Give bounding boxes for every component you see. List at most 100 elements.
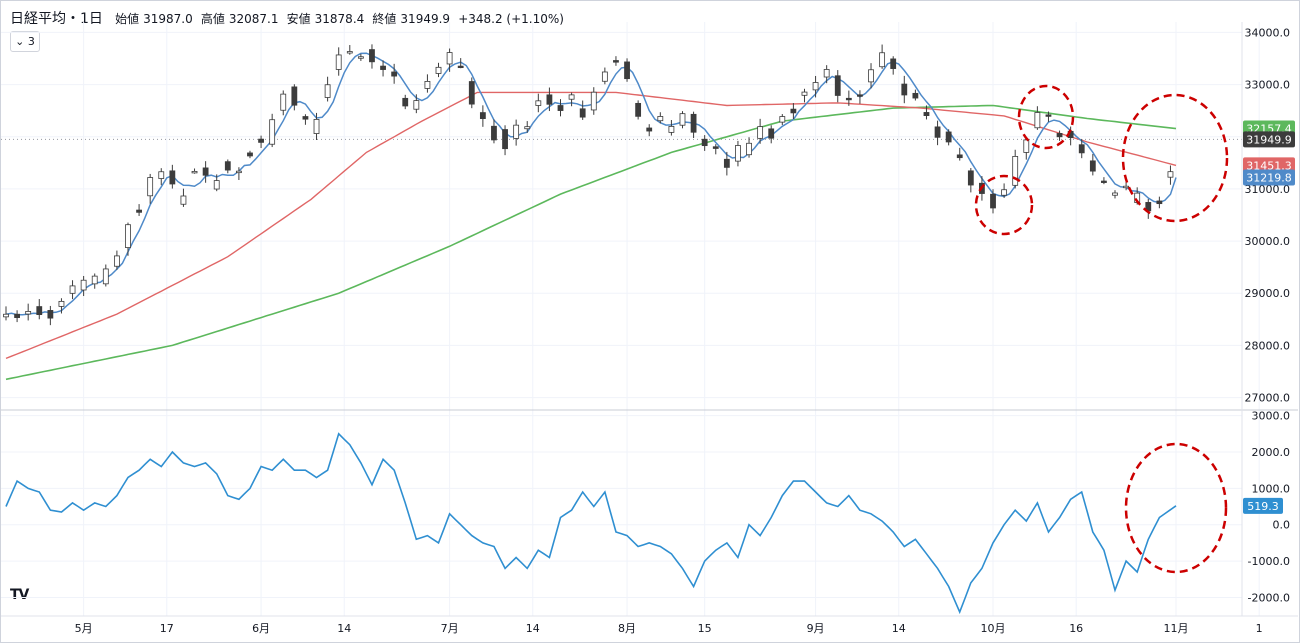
candle-body xyxy=(1167,171,1174,178)
candle-body xyxy=(757,126,764,139)
candle-body xyxy=(102,268,109,285)
annotations xyxy=(974,84,1229,574)
candle-body xyxy=(25,311,32,315)
time-tick-label: 9月 xyxy=(807,622,825,635)
candle-body xyxy=(14,313,20,318)
candle-body xyxy=(158,171,165,179)
low-label: 安値 xyxy=(286,12,311,26)
indicator-count: 3 xyxy=(27,35,35,48)
candle-body xyxy=(535,100,542,106)
candle-body xyxy=(701,138,708,147)
time-tick-label: 5月 xyxy=(75,622,93,635)
change-value: +348.2 (+1.10%) xyxy=(458,12,564,26)
candle-body xyxy=(568,94,575,100)
candle-body xyxy=(291,86,298,106)
candle-body xyxy=(91,275,98,285)
candle-body xyxy=(823,69,830,78)
candle-body xyxy=(1112,192,1118,196)
candle-body xyxy=(635,102,642,117)
low-value: 31878.4 xyxy=(314,12,365,26)
candle-body xyxy=(923,112,930,116)
candle-body xyxy=(1123,185,1129,189)
price-label-box xyxy=(1243,169,1295,186)
price-tick-label: 28000.0 xyxy=(1245,339,1291,352)
candle-body xyxy=(435,66,442,74)
candle-body xyxy=(945,131,952,143)
ma-mid-line xyxy=(5,91,1177,360)
time-tick-label: 15 xyxy=(698,622,712,635)
candle-body xyxy=(557,105,564,111)
candle-body xyxy=(1001,189,1008,196)
candle-body xyxy=(868,69,874,83)
open-value: 31987.0 xyxy=(143,12,193,26)
candle-body xyxy=(413,100,420,110)
candle-body xyxy=(768,128,775,139)
price-tick-label: 30000.0 xyxy=(1245,235,1291,248)
candle-body xyxy=(269,119,276,145)
chevron-down-icon: ⌄ xyxy=(15,35,25,48)
time-tick-label: 7月 xyxy=(441,622,459,635)
time-axis: 5月 17 6月 14 7月 14 8月 15 9月 14 10月 16 11月 1 xyxy=(75,622,1263,635)
oscillator-tick-label: 1000.0 xyxy=(1252,482,1291,495)
annotation-circle xyxy=(1124,442,1228,574)
ma-long-line xyxy=(5,104,1177,381)
candle-body xyxy=(723,158,730,168)
price-tick-label: 31000.0 xyxy=(1245,183,1291,196)
candle-body xyxy=(834,75,841,96)
candle-body xyxy=(47,310,54,319)
oscillator-tick-label: 3000.0 xyxy=(1252,410,1291,423)
oscillator-line xyxy=(5,432,1177,615)
candle-body xyxy=(69,285,76,294)
candle-body xyxy=(746,142,752,156)
candle-body xyxy=(967,170,974,186)
symbol-title[interactable]: 日経平均・1日 xyxy=(10,11,103,27)
candle-body xyxy=(136,209,142,213)
candle-body xyxy=(391,71,398,77)
candle-body xyxy=(446,52,453,65)
candle-body xyxy=(1078,144,1085,154)
candle-body xyxy=(990,193,996,209)
close-value: 31949.9 xyxy=(400,12,451,26)
candle-body xyxy=(247,152,253,157)
candle-body xyxy=(1101,180,1107,183)
indicator-collapse-button[interactable]: ⌄ 3 xyxy=(10,31,40,52)
candle-body xyxy=(712,146,719,149)
candle-body xyxy=(1056,133,1063,138)
candle-body xyxy=(479,112,486,119)
candle-body xyxy=(380,65,386,70)
candle-body xyxy=(58,300,65,307)
time-tick-label: 10月 xyxy=(981,622,1006,635)
candle-body xyxy=(956,154,963,159)
candle-body xyxy=(302,116,309,120)
candle-body xyxy=(258,138,264,143)
candle-body xyxy=(502,129,508,150)
candle-body xyxy=(468,81,475,105)
price-tick-label: 27000.0 xyxy=(1245,392,1291,405)
price-label-text: 31451.3 xyxy=(1246,159,1292,172)
candle-body xyxy=(235,170,242,174)
candle-body xyxy=(690,113,697,133)
candle-body xyxy=(369,49,375,63)
candle-body xyxy=(1034,112,1041,129)
price-tick-label: 34000.0 xyxy=(1245,26,1291,39)
candle-body xyxy=(624,61,630,80)
candle-body xyxy=(36,306,43,316)
candle-body xyxy=(1089,160,1096,172)
candle-body xyxy=(879,52,886,68)
annotation-circle xyxy=(1017,84,1075,150)
candles xyxy=(3,44,1174,326)
price-label-text: 31219.8 xyxy=(1246,171,1292,184)
candle-body xyxy=(180,195,187,205)
time-tick-label: 6月 xyxy=(252,622,270,635)
candle-body xyxy=(114,255,120,267)
candle-body xyxy=(147,177,154,197)
grid-lines xyxy=(1,22,1260,616)
candle-body xyxy=(125,224,131,248)
candle-body xyxy=(934,126,941,138)
tradingview-logo: TV xyxy=(10,587,29,603)
candle-body xyxy=(812,82,819,91)
candle-body xyxy=(402,97,409,107)
annotation-circle xyxy=(1121,93,1229,223)
